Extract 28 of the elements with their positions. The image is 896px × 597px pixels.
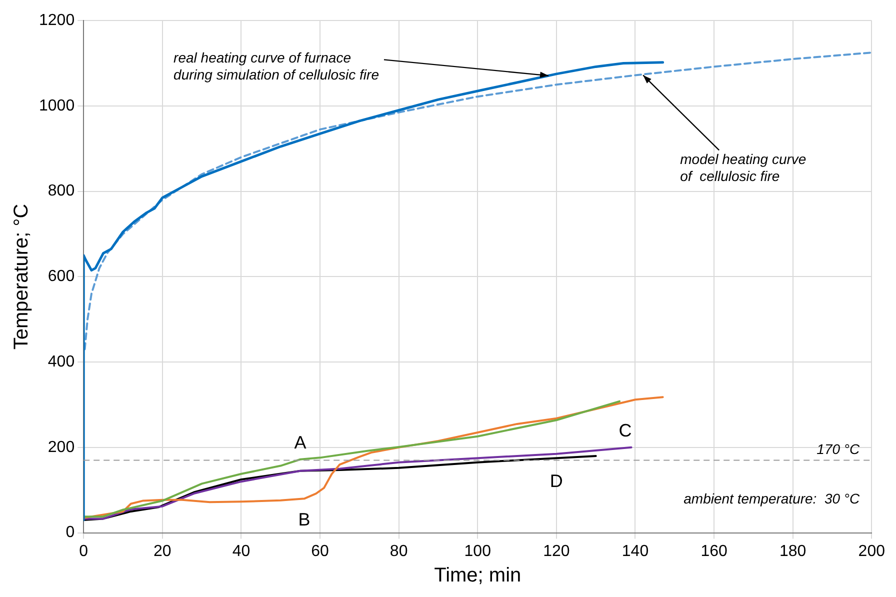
ref-line-label: 170 °C — [816, 441, 861, 458]
x-tick-label: 0 — [79, 542, 88, 560]
y-axis-title: Temperature; °C — [10, 204, 33, 350]
x-tick-label: 80 — [390, 542, 408, 560]
x-tick-label: 160 — [700, 542, 728, 560]
y-tick-label: 800 — [48, 182, 75, 200]
series-label: A — [294, 432, 306, 452]
x-tick-label: 120 — [543, 542, 570, 560]
y-tick-label: 600 — [48, 268, 75, 286]
y-tick-label: 200 — [48, 438, 75, 456]
series-label: C — [618, 420, 632, 440]
annotation: real heating curve of furnace during simulation of cellulosic fire — [174, 50, 380, 83]
y-tick-label: 400 — [48, 353, 75, 370]
annotation: model heating curve of cellulosic fire — [680, 151, 806, 184]
x-tick-label: 140 — [622, 542, 649, 560]
x-axis-title: Time; min — [434, 564, 522, 587]
x-tick-label: 100 — [464, 542, 492, 560]
x-tick-label: 20 — [154, 542, 172, 560]
x-tick-label: 200 — [858, 542, 886, 560]
y-tick-label: 1200 — [39, 12, 75, 30]
annotation: ambient temperature: 30 °C — [684, 490, 861, 507]
x-tick-label: 180 — [779, 542, 806, 560]
series-label: B — [298, 510, 310, 530]
y-tick-label: 1000 — [39, 97, 75, 114]
series-label: D — [550, 471, 563, 492]
y-tick-label: 0 — [66, 524, 75, 542]
x-tick-label: 60 — [311, 542, 330, 560]
x-tick-label: 40 — [232, 542, 250, 560]
